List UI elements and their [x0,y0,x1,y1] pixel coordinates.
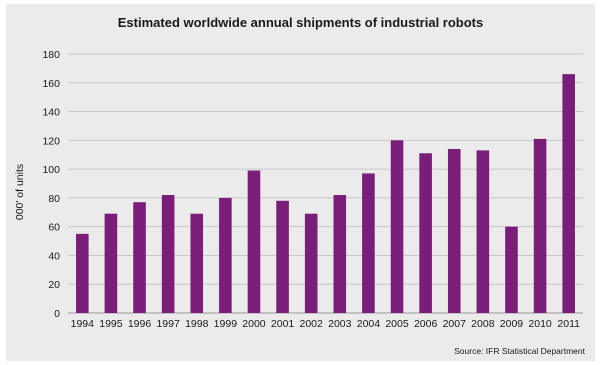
bar [533,138,547,313]
chart-container: Estimated worldwide annual shipments of … [6,4,595,361]
bar [219,197,232,313]
y-tick-label: 80 [48,193,60,205]
bar [362,173,375,313]
bar [476,150,490,313]
x-tick-label: 2007 [443,318,467,330]
x-tick-label: 2002 [300,318,324,330]
chart-title: Estimated worldwide annual shipments of … [117,15,484,30]
bar [505,226,518,313]
y-tick-label: 0 [54,308,60,320]
bar [104,213,118,313]
y-tick-label: 140 [42,107,60,119]
x-tick-label: 2008 [471,318,495,330]
bar [447,148,461,313]
x-tick-label: 1995 [99,318,123,330]
x-tick-label: 2006 [414,318,438,330]
y-tick-label: 120 [42,135,60,147]
x-tick-label: 1997 [156,318,180,330]
x-tick-label: 1999 [214,318,238,330]
bar [247,170,261,313]
x-tick-label: 2003 [328,318,352,330]
x-tick-label: 2000 [242,318,266,330]
bar [562,74,575,314]
x-tick-label: 2011 [557,318,580,330]
y-tick-label: 180 [42,49,60,61]
x-tick-label: 1994 [71,318,95,330]
bar [390,140,404,313]
x-tick-label: 2004 [357,318,381,330]
bar [419,153,432,313]
bar [276,200,289,313]
y-tick-label: 100 [42,164,60,176]
y-tick-label: 160 [42,78,60,90]
bar [333,195,347,313]
source-note: Source: IFR Statistical Department [454,346,585,356]
bar [304,213,318,313]
plot-area: 0 20 40 60 80 100 120 140 160 180 1994 1995 1996 1997… [42,49,583,330]
x-tick-label: 2005 [385,318,409,330]
bar [190,213,204,313]
x-tick-label: 1996 [128,318,152,330]
x-tick-label: 2001 [271,318,295,330]
x-tick-label: 2010 [528,318,552,330]
y-tick-label: 60 [48,222,60,234]
x-tick-label: 1998 [185,318,209,330]
bar [133,202,146,313]
y-tick-label: 40 [48,250,60,262]
bar [76,233,89,313]
bar [161,195,175,313]
y-tick-label: 20 [48,279,60,291]
x-tick-label: 2009 [500,318,524,330]
